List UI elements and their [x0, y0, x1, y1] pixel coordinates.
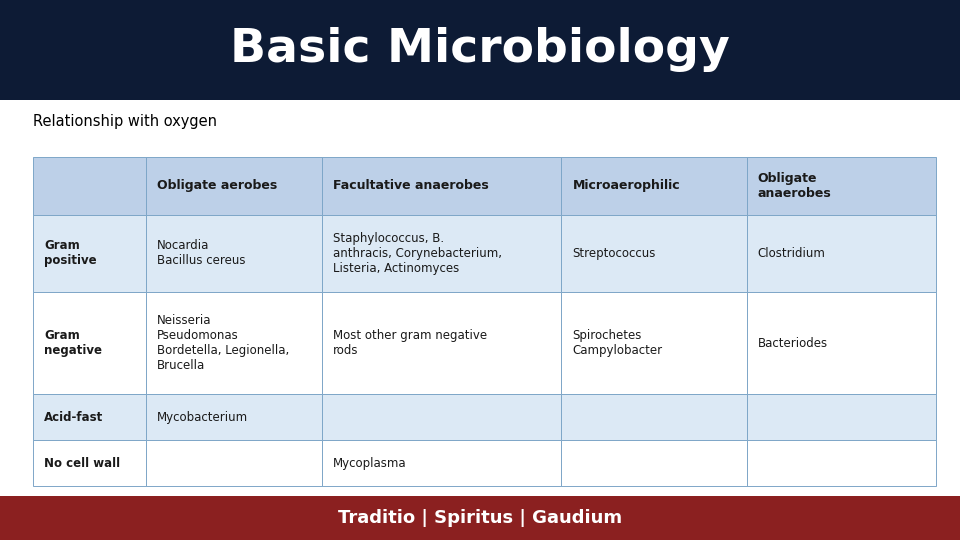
Bar	[146, 292, 323, 394]
Text: Mycobacterium: Mycobacterium	[157, 411, 249, 424]
Text: Staphylococcus, B.
anthracis, Corynebacterium,
Listeria, Actinomyces: Staphylococcus, B. anthracis, Corynebact…	[333, 232, 502, 275]
Text: Relationship with oxygen: Relationship with oxygen	[34, 114, 217, 129]
Text: Most other gram negative
rods: Most other gram negative rods	[333, 329, 488, 357]
Bar	[747, 157, 936, 214]
Text: Basic Microbiology: Basic Microbiology	[230, 28, 730, 72]
Text: Obligate aerobes: Obligate aerobes	[157, 179, 277, 192]
Text: Bacteriodes: Bacteriodes	[757, 336, 828, 349]
Bar	[146, 214, 323, 292]
Bar	[323, 292, 562, 394]
Bar	[323, 214, 562, 292]
Text: Traditio | Spiritus | Gaudium: Traditio | Spiritus | Gaudium	[338, 509, 622, 527]
Bar	[146, 394, 323, 440]
Bar	[562, 394, 747, 440]
Bar	[146, 157, 323, 214]
Bar	[323, 440, 562, 487]
Bar	[34, 157, 146, 214]
Bar	[34, 292, 146, 394]
Text: Clostridium: Clostridium	[757, 247, 826, 260]
Text: Acid-fast: Acid-fast	[44, 411, 104, 424]
Text: No cell wall: No cell wall	[44, 457, 120, 470]
Text: Gram
negative: Gram negative	[44, 329, 102, 357]
Text: Neisseria
Pseudomonas
Bordetella, Legionella,
Brucella: Neisseria Pseudomonas Bordetella, Legion…	[157, 314, 289, 372]
Text: Gram
positive: Gram positive	[44, 239, 97, 267]
Bar	[323, 157, 562, 214]
Bar	[34, 394, 146, 440]
Text: Microaerophilic: Microaerophilic	[572, 179, 680, 192]
Bar	[562, 440, 747, 487]
Text: Nocardia
Bacillus cereus: Nocardia Bacillus cereus	[157, 239, 246, 267]
Bar	[747, 292, 936, 394]
Bar	[146, 440, 323, 487]
Text: Spirochetes
Campylobacter: Spirochetes Campylobacter	[572, 329, 662, 357]
Text: Facultative anaerobes: Facultative anaerobes	[333, 179, 489, 192]
Text: Mycoplasma: Mycoplasma	[333, 457, 407, 470]
Bar	[34, 440, 146, 487]
Text: Obligate
anaerobes: Obligate anaerobes	[757, 172, 831, 200]
Bar	[323, 394, 562, 440]
Bar	[34, 214, 146, 292]
Bar	[562, 292, 747, 394]
Bar	[562, 157, 747, 214]
Bar	[747, 214, 936, 292]
Bar	[562, 214, 747, 292]
Text: Streptococcus: Streptococcus	[572, 247, 656, 260]
Bar	[747, 394, 936, 440]
Bar	[747, 440, 936, 487]
